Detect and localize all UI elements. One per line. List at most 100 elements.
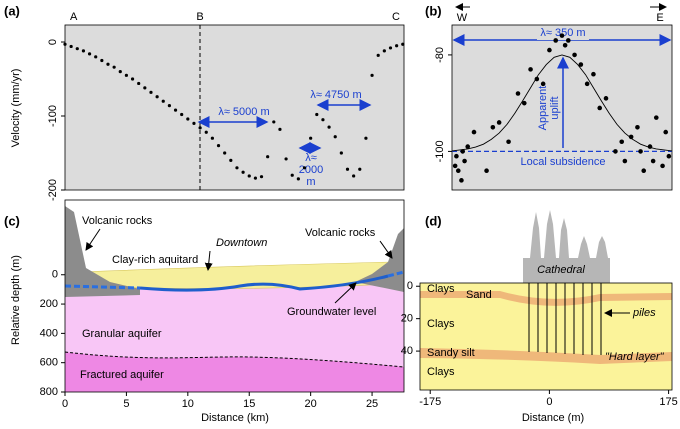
x-tick-label: 25 — [366, 398, 378, 410]
annotation: Sand — [466, 289, 492, 301]
data-point — [506, 139, 511, 145]
data-point — [562, 42, 568, 48]
piles — [528, 283, 602, 355]
y-tick-label: -80 — [434, 47, 446, 63]
data-point — [241, 170, 245, 174]
hard-layer — [420, 348, 672, 364]
y-tick-label: -100 — [434, 140, 446, 162]
data-point — [663, 129, 669, 135]
data-point — [87, 52, 92, 56]
data-point — [69, 44, 73, 49]
y-tick-label: -200 — [47, 179, 59, 201]
data-point — [124, 73, 129, 77]
data-point — [149, 90, 153, 94]
data-point — [622, 158, 628, 164]
plot-background — [452, 25, 672, 190]
data-point — [75, 47, 79, 51]
data-point — [94, 55, 98, 59]
data-point — [63, 42, 67, 46]
data-point — [452, 163, 458, 169]
data-point — [638, 149, 643, 154]
x-tick-label: -175 — [419, 396, 441, 408]
data-point — [650, 158, 656, 164]
data-point — [395, 44, 399, 48]
x-tick-label: 0 — [62, 398, 68, 410]
annotation: λ≈ 5000 m — [218, 106, 269, 118]
data-point — [198, 126, 202, 130]
sand-layer — [420, 291, 672, 306]
data-point — [333, 135, 337, 139]
marker-label: C — [392, 11, 400, 23]
data-point — [490, 124, 496, 130]
pointer-arrow — [334, 282, 357, 304]
annotation: Sandy silt — [427, 347, 475, 359]
pointer-arrow — [204, 250, 213, 271]
annotation: Volcanic rocks — [305, 227, 376, 239]
data-point — [290, 173, 294, 177]
data-point — [130, 77, 135, 81]
data-point — [460, 149, 465, 154]
data-point — [278, 127, 282, 131]
panel-label: (a) — [4, 3, 20, 18]
data-point — [345, 167, 350, 171]
annotation: Volcanic rocks — [82, 215, 153, 227]
data-point — [272, 120, 276, 124]
data-point — [382, 49, 386, 53]
data-point — [321, 118, 325, 122]
data-point — [302, 166, 307, 170]
data-point — [106, 62, 110, 66]
marker-label: B — [196, 11, 203, 23]
data-point — [540, 81, 546, 87]
volcanic-rocks — [65, 206, 140, 297]
x-axis-label: Distance (m) — [522, 412, 584, 424]
data-point — [192, 121, 196, 126]
data-point — [660, 163, 665, 169]
data-point — [578, 62, 584, 67]
label-background — [537, 26, 589, 40]
direction-label: E — [656, 12, 663, 24]
data-point — [565, 38, 571, 43]
x-tick-label: 175 — [659, 396, 677, 408]
data-point — [137, 81, 141, 86]
annotation: piles — [632, 307, 656, 319]
y-tick-label: 0 — [407, 280, 413, 292]
plot-frame — [64, 24, 405, 191]
data-point — [155, 95, 159, 99]
data-point — [484, 168, 489, 174]
plot-frame — [419, 282, 673, 391]
layer-boundary — [64, 351, 405, 368]
annotation: λ≈ 350 m — [540, 27, 585, 39]
data-point — [173, 108, 178, 112]
annotation: m — [306, 176, 315, 188]
annotation: λ≈ — [305, 152, 317, 164]
data-point — [471, 129, 477, 135]
y-tick-label: -100 — [47, 105, 59, 127]
annotation: "Hard layer" — [605, 351, 665, 363]
data-point — [253, 176, 257, 180]
direction-label: W — [457, 12, 468, 24]
annotation: uplift — [549, 96, 561, 119]
groundwater-dashed — [64, 284, 141, 290]
data-point — [653, 115, 659, 120]
data-point — [229, 158, 233, 163]
data-point — [496, 120, 502, 125]
data-point — [81, 49, 86, 53]
data-point — [628, 134, 634, 140]
data-point — [315, 112, 319, 117]
pointer-arrow — [85, 228, 101, 251]
data-point — [180, 112, 184, 117]
data-point — [216, 144, 221, 148]
y-axis-label: Relative depth (m) — [10, 255, 22, 345]
data-point — [358, 167, 362, 171]
fit-curve — [451, 54, 673, 152]
data-point — [666, 153, 672, 159]
data-point — [613, 149, 618, 154]
data-point — [247, 174, 251, 178]
data-point — [647, 144, 653, 149]
marker-label: A — [70, 11, 78, 23]
data-point — [235, 166, 239, 170]
annotation: λ≈ 4750 m — [310, 89, 361, 101]
panel-label: (d) — [425, 213, 442, 228]
data-point — [327, 125, 331, 129]
